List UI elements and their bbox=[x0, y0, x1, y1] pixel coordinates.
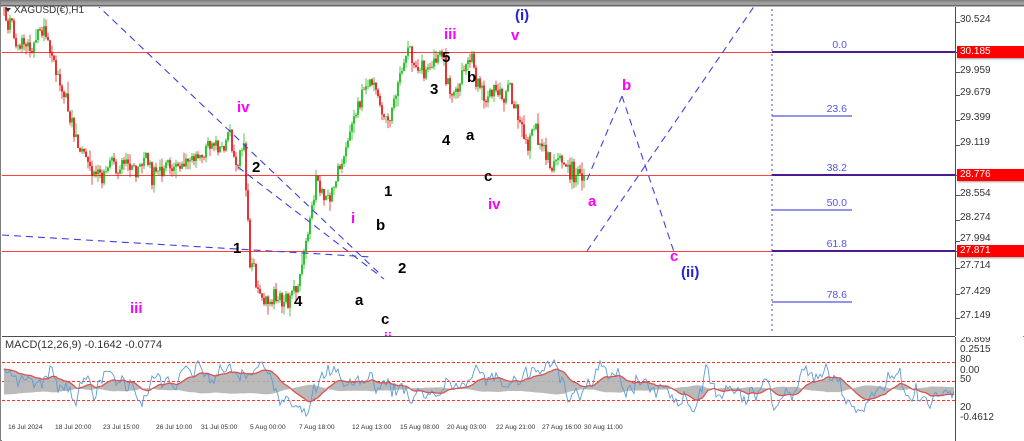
svg-text:50.0: 50.0 bbox=[827, 197, 848, 209]
svg-text:38.2: 38.2 bbox=[827, 162, 848, 174]
svg-text:61.8: 61.8 bbox=[827, 238, 848, 250]
svg-text:23.6: 23.6 bbox=[827, 103, 848, 115]
svg-text:78.6: 78.6 bbox=[827, 289, 848, 301]
svg-text:0.0: 0.0 bbox=[832, 39, 847, 51]
